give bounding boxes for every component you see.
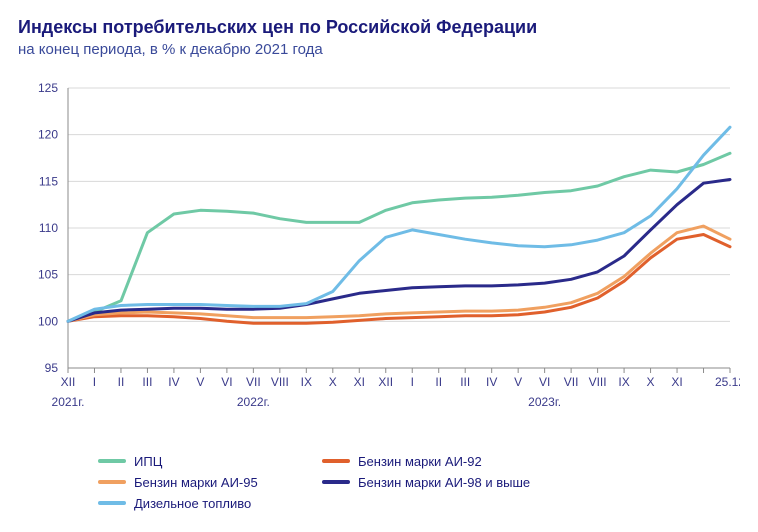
x-tick-label: VI xyxy=(221,375,232,389)
legend-item: Бензин марки АИ-92 xyxy=(322,454,522,469)
legend-label: Дизельное топливо xyxy=(134,496,251,511)
y-tick-label: 95 xyxy=(45,361,59,375)
legend-label: ИПЦ xyxy=(134,454,162,469)
x-tick-label: VII xyxy=(246,375,261,389)
x-tick-label: II xyxy=(435,375,442,389)
page-subtitle: на конец периода, в % к декабрю 2021 год… xyxy=(18,41,740,58)
price-index-chart: 95100105110115120125XIIIIIIIIIVVVIVIIVII… xyxy=(18,68,740,448)
y-tick-label: 125 xyxy=(38,81,58,95)
x-tick-label: VII xyxy=(564,375,579,389)
x-tick-label: III xyxy=(142,375,152,389)
legend-swatch xyxy=(322,480,350,484)
x-tick-label: I xyxy=(93,375,96,389)
x-year-label: 2023г. xyxy=(528,395,561,409)
x-tick-label: I xyxy=(411,375,414,389)
legend-swatch xyxy=(322,459,350,463)
legend-item: Дизельное топливо xyxy=(98,496,298,511)
x-tick-label: 25.12 xyxy=(715,375,740,389)
x-tick-label: XII xyxy=(61,375,76,389)
x-tick-label: IX xyxy=(618,375,629,389)
legend-swatch xyxy=(98,459,126,463)
x-tick-label: IX xyxy=(301,375,312,389)
x-tick-label: X xyxy=(329,375,337,389)
legend-item: Бензин марки АИ-95 xyxy=(98,475,298,490)
x-tick-label: III xyxy=(460,375,470,389)
x-tick-label: VIII xyxy=(271,375,289,389)
y-tick-label: 120 xyxy=(38,127,58,141)
x-tick-label: VI xyxy=(539,375,550,389)
x-tick-label: II xyxy=(118,375,125,389)
legend-label: Бензин марки АИ-95 xyxy=(134,475,258,490)
y-tick-label: 115 xyxy=(39,174,58,188)
y-tick-label: 100 xyxy=(38,314,58,328)
legend-swatch xyxy=(98,480,126,484)
x-tick-label: IV xyxy=(168,375,179,389)
x-tick-label: VIII xyxy=(589,375,607,389)
page-title: Индексы потребительских цен по Российско… xyxy=(18,16,740,39)
x-tick-label: V xyxy=(514,375,522,389)
legend-swatch xyxy=(98,501,126,505)
x-tick-label: V xyxy=(196,375,204,389)
legend-label: Бензин марки АИ-92 xyxy=(358,454,482,469)
y-tick-label: 110 xyxy=(39,221,58,235)
legend-item: ИПЦ xyxy=(98,454,298,469)
x-tick-label: X xyxy=(647,375,655,389)
x-tick-label: XII xyxy=(378,375,393,389)
y-tick-label: 105 xyxy=(38,267,58,281)
legend-label: Бензин марки АИ-98 и выше xyxy=(358,475,530,490)
x-tick-label: XI xyxy=(354,375,365,389)
x-tick-label: XI xyxy=(671,375,682,389)
chart-page: { "title": "Индексы потребительских цен … xyxy=(0,0,758,532)
x-year-label: 2022г. xyxy=(237,395,270,409)
legend-item: Бензин марки АИ-98 и выше xyxy=(322,475,530,490)
chart-svg: 95100105110115120125XIIIIIIIIIVVVIVIIVII… xyxy=(18,68,740,448)
x-year-label: 2021г. xyxy=(52,395,85,409)
chart-legend: ИПЦ Бензин марки АИ-92 Бензин марки АИ-95 Б… xyxy=(18,454,740,511)
x-tick-label: IV xyxy=(486,375,497,389)
